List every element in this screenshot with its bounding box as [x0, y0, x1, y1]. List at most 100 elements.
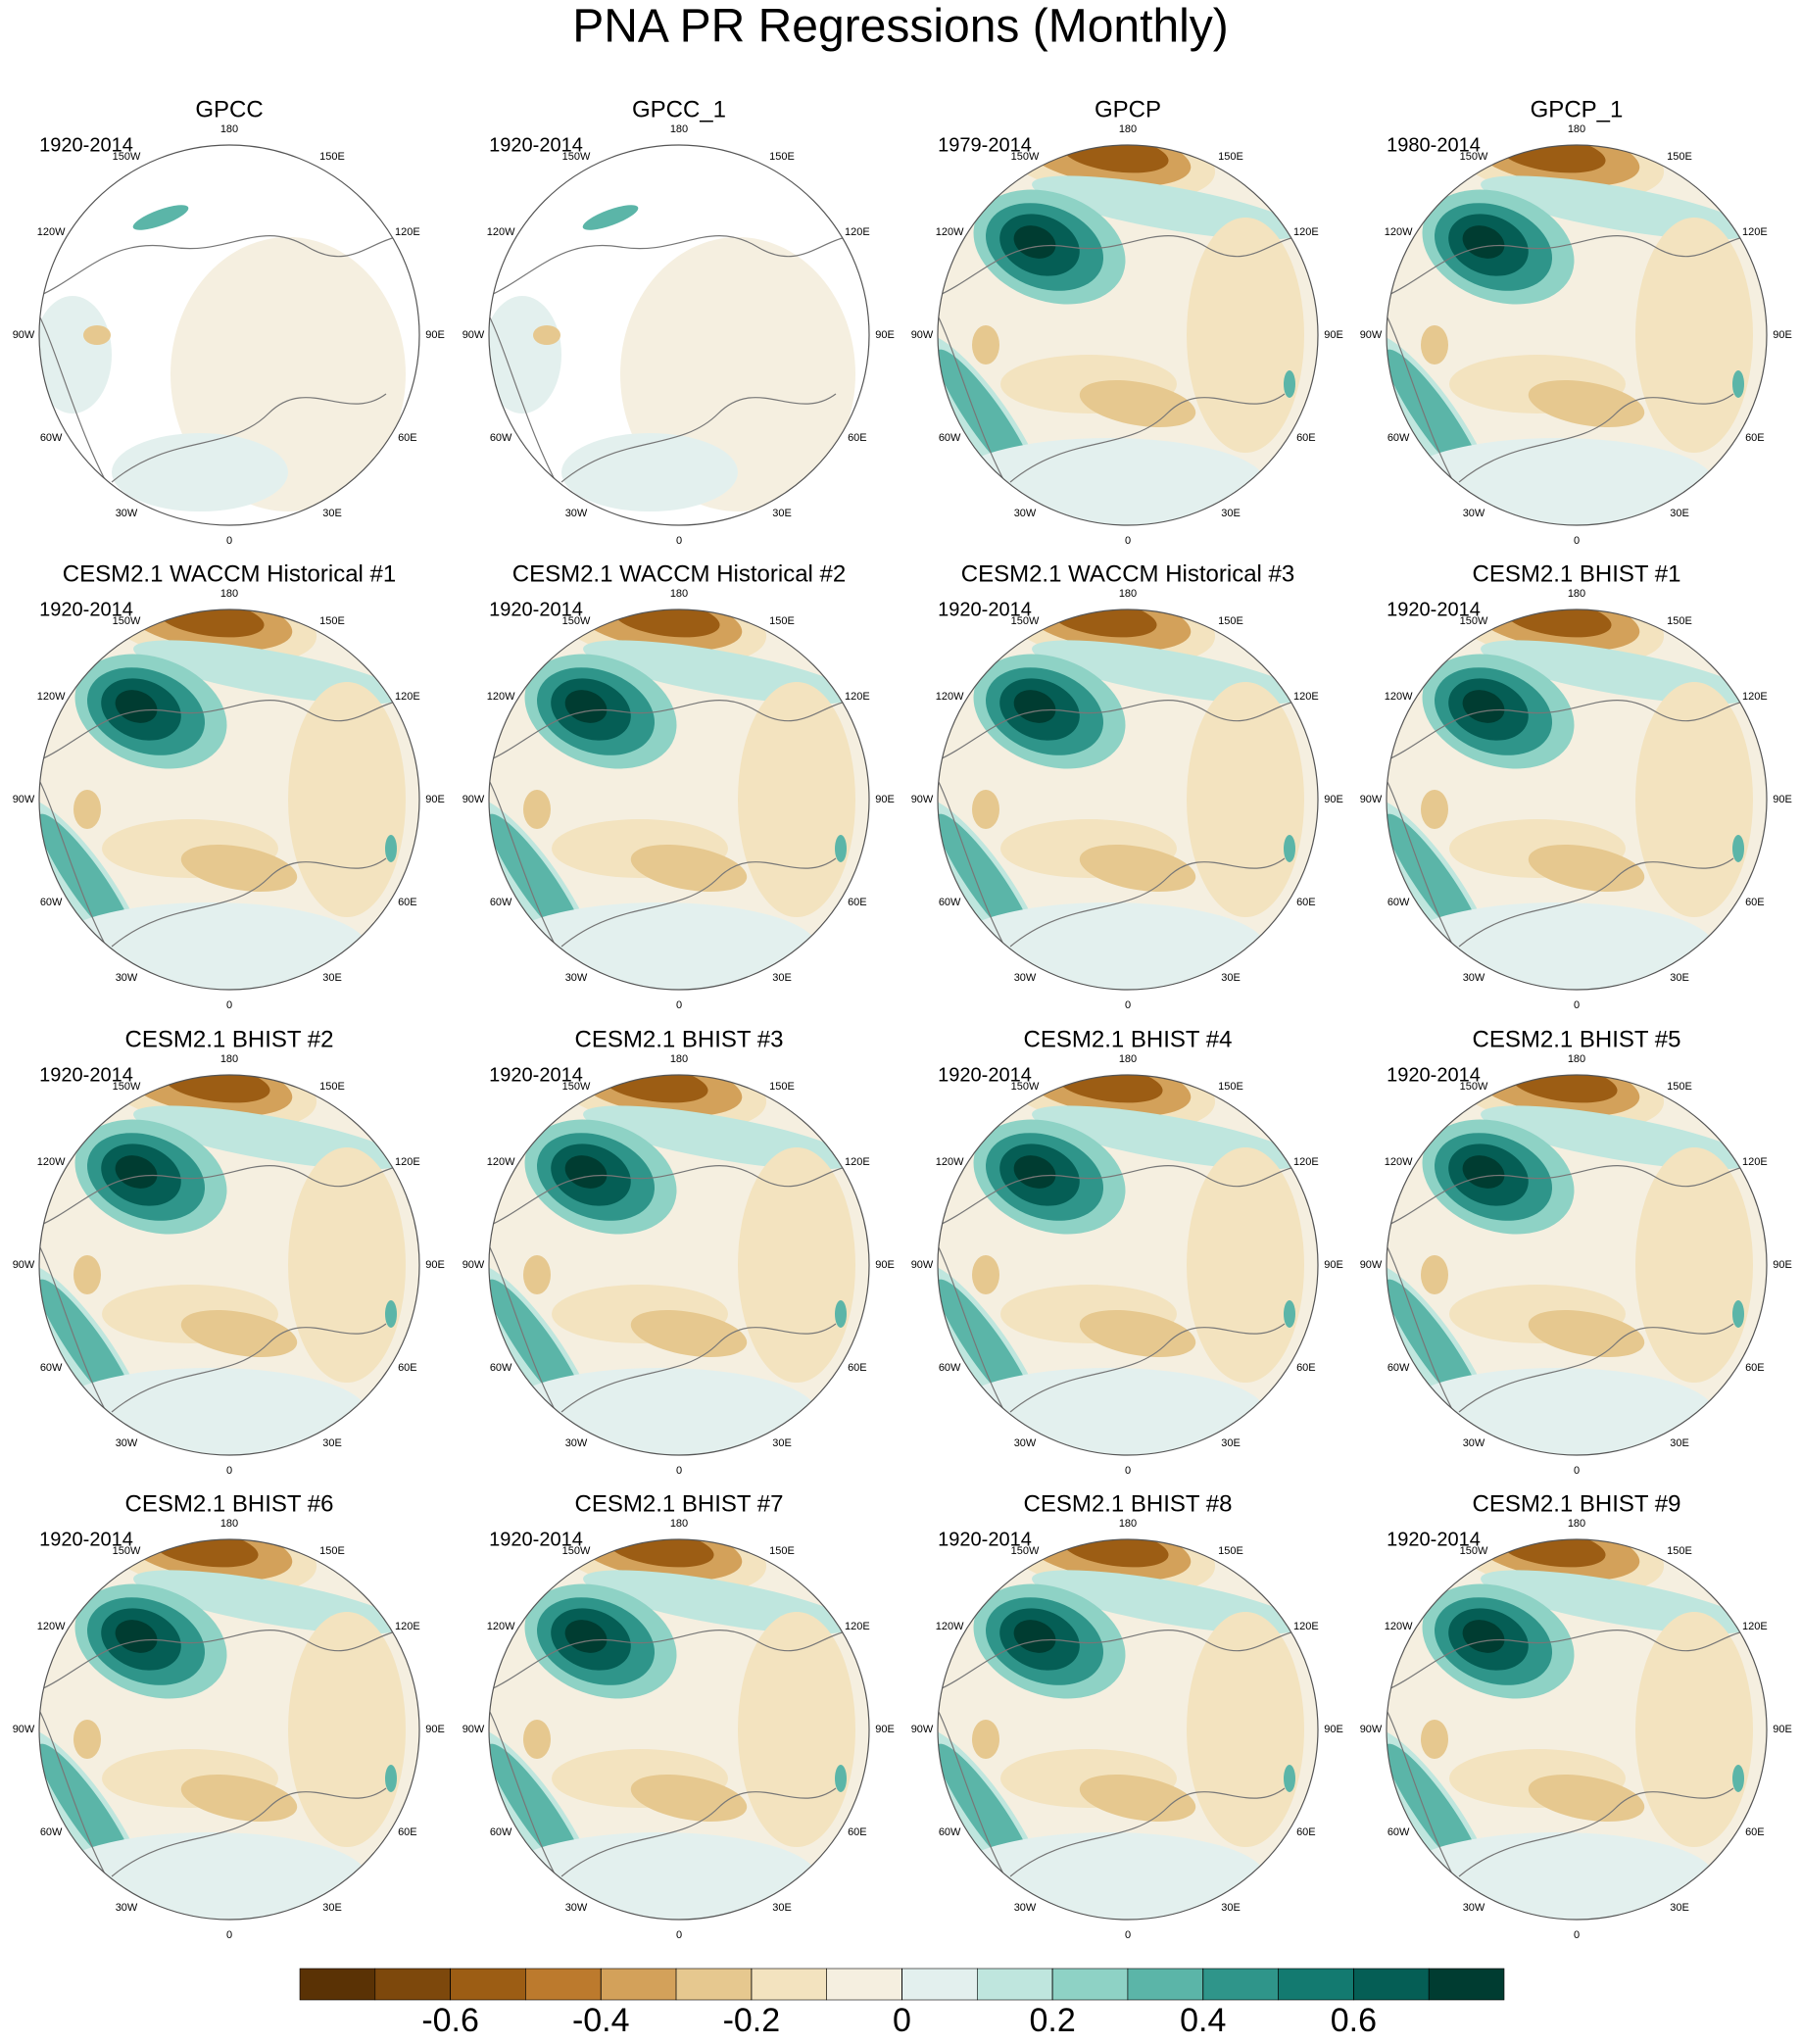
colorbar-box [901, 1968, 978, 2001]
field-blob [1732, 1300, 1744, 1328]
coastline [1458, 393, 1734, 483]
colorbar-tick-label: 0.6 [1331, 2002, 1377, 2039]
longitude-label: 150E [1667, 151, 1692, 163]
longitude-label: 150E [319, 1081, 345, 1093]
colorbar-box [450, 1968, 526, 2001]
longitude-label: 120W [37, 1156, 66, 1168]
panel-title: CESM2.1 BHIST #9 [1473, 1490, 1681, 1517]
field-blob [1510, 1075, 1618, 1103]
panel-title: CESM2.1 WACCM Historical #1 [63, 560, 397, 587]
longitude-label: 30E [772, 508, 792, 519]
longitude-label: 120E [845, 691, 870, 703]
map-field [39, 145, 419, 525]
coastline [111, 393, 387, 483]
longitude-label: 120W [37, 1621, 66, 1632]
field-blob [385, 1765, 397, 1792]
longitude-label: 150W [562, 1545, 591, 1557]
longitude-label: 60W [490, 897, 512, 908]
panel-title: CESM2.1 BHIST #1 [1473, 560, 1681, 587]
longitude-label: 90E [425, 1259, 445, 1271]
map-panel: CESM2.1 BHIST #6 1920-2014 0 30E 60E 90E 120E 1… [13, 1490, 445, 1941]
longitude-label: 180 [1568, 1053, 1585, 1065]
longitude-label: 180 [220, 123, 238, 135]
panel-period: 1920-2014 [1387, 599, 1481, 620]
longitude-label: 30E [322, 972, 342, 984]
longitude-label: 120E [1742, 1156, 1768, 1168]
longitude-label: 120W [487, 226, 515, 238]
field-blob [523, 790, 551, 829]
field-blob [53, 1368, 366, 1455]
coastline [938, 1630, 1318, 1691]
longitude-label: 30W [1463, 972, 1485, 984]
colorbar-box [1278, 1968, 1354, 2001]
map-field [489, 609, 869, 990]
coastline [560, 1787, 837, 1877]
longitude-label: 60E [848, 897, 867, 908]
longitude-label: 150W [1011, 151, 1040, 163]
map-field [938, 1075, 1318, 1455]
longitude-label: 30W [565, 1437, 588, 1449]
longitude-label: 180 [220, 588, 238, 600]
longitude-label: 120W [1385, 691, 1413, 703]
colorbar-tick-label: -0.2 [723, 2002, 781, 2039]
field-blob [53, 902, 366, 990]
field-blob [1400, 1832, 1714, 1920]
longitude-label: 30W [565, 972, 588, 984]
map-field [39, 609, 419, 990]
longitude-label: 60W [1387, 1826, 1410, 1838]
longitude-label: 150W [1460, 1545, 1488, 1557]
field-blob [1013, 690, 1056, 723]
longitude-label: 150E [769, 615, 795, 627]
longitude-label: 90W [462, 1259, 485, 1271]
field-blob [1079, 1309, 1196, 1358]
field-blob [1421, 325, 1448, 365]
coastline [1387, 235, 1767, 297]
field-blob [1187, 682, 1304, 917]
longitude-label: 30W [116, 1902, 138, 1914]
longitude-label: 150E [769, 1545, 795, 1557]
field-blob [1284, 835, 1295, 862]
field-blob [1284, 1765, 1295, 1792]
longitude-label: 60E [848, 432, 867, 444]
longitude-label: 30E [1221, 508, 1241, 519]
field-blob [115, 1620, 158, 1653]
field-blob [1635, 1147, 1753, 1383]
coastline [560, 857, 837, 948]
longitude-label: 90W [911, 794, 934, 805]
longitude-label: 90E [1324, 1724, 1343, 1735]
longitude-label: 150E [319, 615, 345, 627]
panel-period: 1980-2014 [1387, 134, 1481, 156]
field-blob [180, 1309, 298, 1358]
colorbar-box [1127, 1968, 1204, 2001]
field-blob [1013, 1620, 1056, 1653]
longitude-label: 30E [322, 1437, 342, 1449]
field-blob [523, 1720, 551, 1759]
panel-period: 1920-2014 [938, 1064, 1032, 1086]
map-border [1386, 1538, 1768, 1921]
colorbar-tick-label: 0.2 [1029, 2002, 1075, 2039]
field-blob [1187, 1612, 1304, 1847]
longitude-label: 30W [1014, 972, 1037, 984]
field-blob [1528, 379, 1645, 428]
field-blob [630, 1309, 748, 1358]
field-blob [73, 790, 101, 829]
field-blob [738, 1147, 855, 1383]
longitude-label: 0 [1574, 999, 1580, 1011]
longitude-label: 120W [1385, 1621, 1413, 1632]
longitude-label: 120W [1385, 1156, 1413, 1168]
longitude-label: 150E [1218, 615, 1243, 627]
longitude-label: 90E [875, 794, 895, 805]
longitude-label: 90W [462, 329, 485, 341]
field-blob [83, 325, 111, 345]
colorbar-box [1353, 1968, 1430, 2001]
colorbar-box [600, 1968, 677, 2001]
field-blob [972, 1720, 999, 1759]
field-blob [564, 690, 608, 723]
panel-title: CESM2.1 BHIST #6 [125, 1490, 334, 1517]
map-field [1387, 609, 1767, 990]
longitude-label: 150E [1667, 1545, 1692, 1557]
coastline [39, 1165, 419, 1227]
field-blob [564, 1620, 608, 1653]
longitude-label: 150W [1460, 1081, 1488, 1093]
field-blob [1528, 844, 1645, 893]
